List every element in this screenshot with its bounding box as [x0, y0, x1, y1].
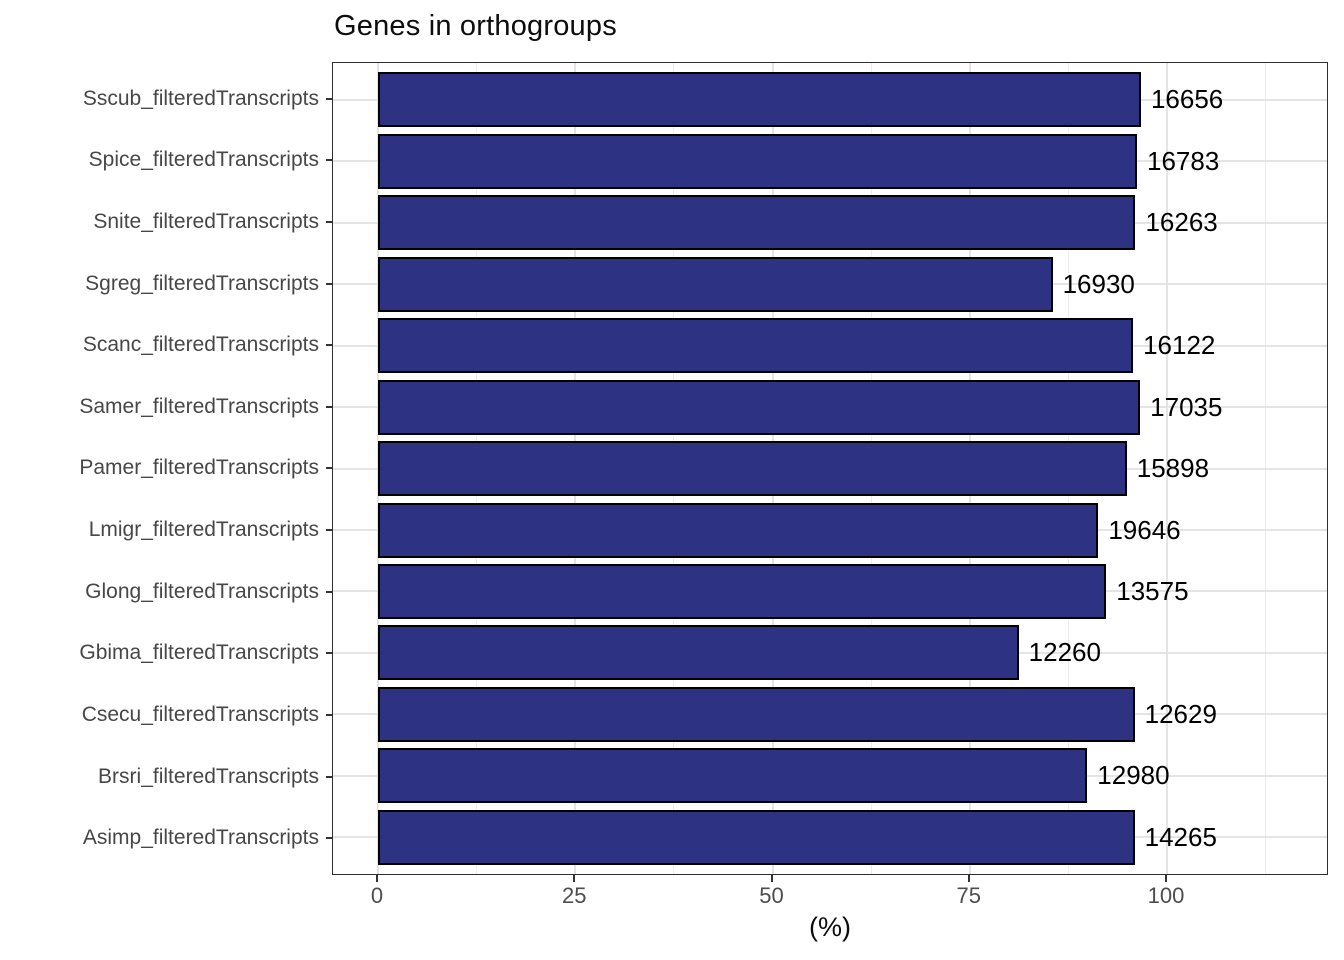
bar-row: 16122 — [333, 315, 1327, 376]
chart-title: Genes in orthogroups — [334, 10, 617, 42]
y-axis-tick — [326, 590, 332, 593]
bar — [378, 809, 1135, 865]
y-axis-row: Snite_filteredTranscripts — [0, 191, 332, 253]
bar — [378, 625, 1019, 681]
y-axis-tick — [326, 344, 332, 347]
bar — [378, 748, 1088, 804]
x-axis-tick — [1165, 875, 1167, 882]
y-axis-tick — [326, 221, 332, 224]
x-axis-tick-label: 100 — [1147, 883, 1185, 908]
y-axis-tick — [326, 97, 332, 100]
bar-value-label: 16263 — [1145, 207, 1218, 238]
bar-value-label: 19646 — [1108, 514, 1181, 545]
bar-value-label: 16783 — [1147, 145, 1220, 176]
x-axis-tick — [770, 875, 773, 882]
bar-value-label: 13575 — [1116, 575, 1189, 606]
y-axis-row: Gbima_filteredTranscripts — [0, 622, 332, 684]
bar-value-label: 12980 — [1097, 760, 1170, 791]
bar-value-label: 12629 — [1144, 698, 1217, 729]
y-axis-tick — [326, 837, 332, 840]
x-axis-title: (%) — [809, 912, 851, 942]
x-axis-tick — [573, 875, 576, 882]
y-axis-row: Scanc_filteredTranscripts — [0, 314, 332, 376]
bar-row: 16783 — [333, 130, 1327, 191]
bar-row: 12980 — [333, 745, 1327, 806]
y-axis-label: Csecu_filteredTranscripts — [81, 702, 319, 726]
x-axis-tick-label: 25 — [562, 883, 587, 908]
bar-row: 12629 — [333, 684, 1327, 745]
bar — [378, 379, 1141, 435]
y-axis-row: Brsri_filteredTranscripts — [0, 746, 332, 808]
bar-row: 16656 — [333, 69, 1327, 130]
bar-row: 14265 — [333, 807, 1327, 868]
bar-row: 13575 — [333, 561, 1327, 622]
bar-value-label: 15898 — [1136, 453, 1210, 484]
bar — [378, 256, 1053, 312]
bar-value-label: 12260 — [1028, 637, 1101, 668]
x-axis-tick-label: 50 — [759, 883, 784, 908]
y-axis-row: Sscub_filteredTranscripts — [0, 68, 332, 130]
x-axis-tick — [967, 875, 970, 882]
bar — [378, 72, 1141, 128]
y-axis-row: Glong_filteredTranscripts — [0, 561, 332, 623]
y-axis-row: Sgreg_filteredTranscripts — [0, 253, 332, 315]
y-axis-label: Brsri_filteredTranscripts — [98, 764, 319, 788]
bar — [378, 502, 1099, 558]
x-axis-tick — [376, 875, 378, 882]
plot-panel: 16656 16783 16263 16930 16122 17035 15898 19646… — [332, 62, 1328, 875]
y-axis-label: Scanc_filteredTranscripts — [82, 333, 319, 357]
y-axis-label: Gbima_filteredTranscripts — [79, 641, 319, 665]
y-axis-tick — [326, 529, 332, 532]
y-axis-tick — [326, 405, 332, 408]
bar-row: 15898 — [333, 438, 1327, 499]
y-axis-label: Sscub_filteredTranscripts — [82, 86, 319, 110]
y-axis-row: Spice_filteredTranscripts — [0, 130, 332, 192]
bar — [378, 318, 1134, 374]
y-axis-label: Asimp_filteredTranscripts — [82, 826, 319, 850]
bar — [378, 133, 1138, 189]
y-axis-label: Samer_filteredTranscripts — [79, 394, 319, 418]
bar-rows: 16656 16783 16263 16930 16122 17035 15898 19646… — [333, 63, 1327, 874]
y-axis-tick — [326, 159, 332, 162]
y-axis-tick — [326, 775, 332, 778]
bar — [378, 686, 1135, 742]
y-axis-tick — [326, 652, 332, 655]
y-axis-label: Glong_filteredTranscripts — [85, 579, 319, 603]
y-axis-tick — [326, 282, 332, 285]
y-axis-label: Lmigr_filteredTranscripts — [88, 518, 319, 542]
bar-row: 19646 — [333, 499, 1327, 560]
y-axis-row: Lmigr_filteredTranscripts — [0, 499, 332, 561]
y-axis: Sscub_filteredTranscripts Spice_filteredT… — [0, 62, 332, 875]
y-axis-label: Spice_filteredTranscripts — [88, 148, 319, 172]
bar-row: 17035 — [333, 376, 1327, 437]
bar-row: 16263 — [333, 192, 1327, 253]
bar — [378, 563, 1107, 619]
bar-value-label: 16656 — [1150, 84, 1224, 115]
x-axis-tick-label: 0 — [370, 883, 384, 908]
bar-row: 16930 — [333, 253, 1327, 314]
bar-row: 12260 — [333, 622, 1327, 683]
bar — [378, 441, 1127, 497]
y-axis-label: Sgreg_filteredTranscripts — [85, 271, 319, 295]
y-axis-label: Pamer_filteredTranscripts — [79, 456, 319, 480]
y-axis-tick — [326, 713, 332, 716]
bar-value-label: 16930 — [1062, 268, 1135, 299]
x-axis-tick-label: 75 — [956, 883, 981, 908]
y-axis-tick — [326, 467, 332, 470]
y-axis-row: Asimp_filteredTranscripts — [0, 807, 332, 869]
bar-value-label: 14265 — [1144, 821, 1217, 852]
y-axis-label: Snite_filteredTranscripts — [93, 210, 319, 234]
bar — [378, 195, 1136, 251]
y-axis-row: Samer_filteredTranscripts — [0, 376, 332, 438]
y-axis-row: Pamer_filteredTranscripts — [0, 438, 332, 500]
bar-value-label: 16122 — [1143, 330, 1216, 361]
y-axis-row: Csecu_filteredTranscripts — [0, 684, 332, 746]
bar-value-label: 17035 — [1150, 391, 1223, 422]
